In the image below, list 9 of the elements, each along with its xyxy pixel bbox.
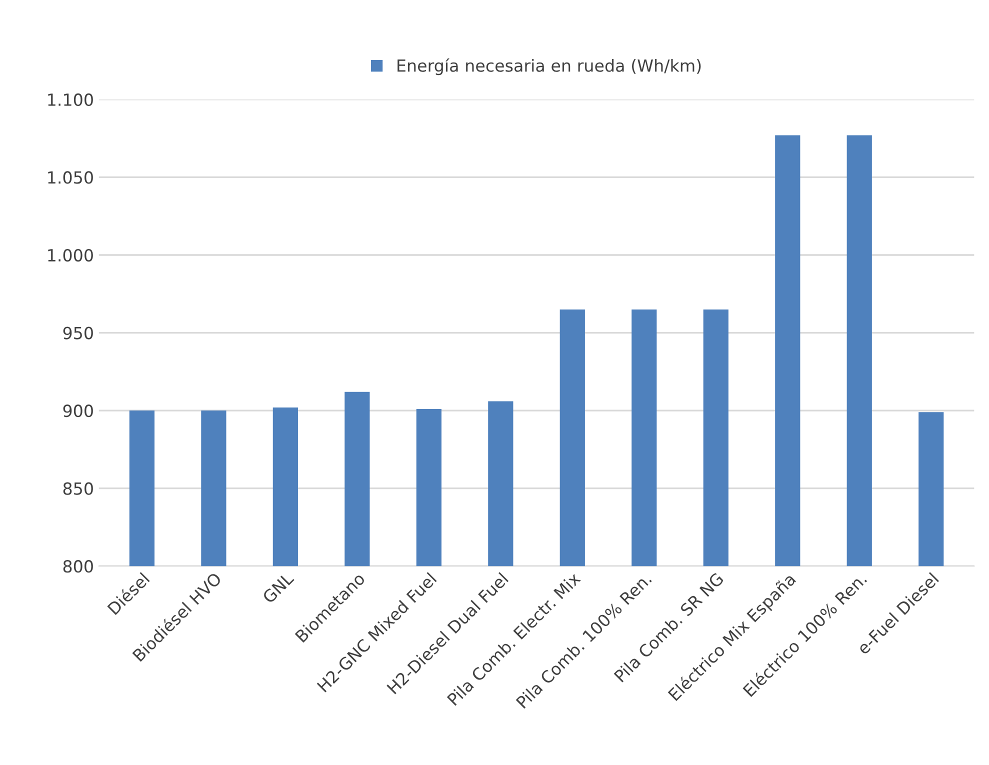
x-tick-label: GNL	[262, 571, 294, 604]
y-tick-label: 1.100	[48, 93, 93, 106]
y-tick-label: 800	[63, 560, 93, 573]
y-tick-label: 1.000	[48, 248, 93, 262]
y-tick-label: 850	[63, 482, 93, 495]
legend-label: Energía necesaria en rueda (Wh/km)	[398, 58, 701, 76]
y-tick-label: 900	[63, 404, 93, 418]
y-tick-label: 1.050	[48, 171, 93, 184]
y-tick-label: 950	[63, 326, 93, 340]
